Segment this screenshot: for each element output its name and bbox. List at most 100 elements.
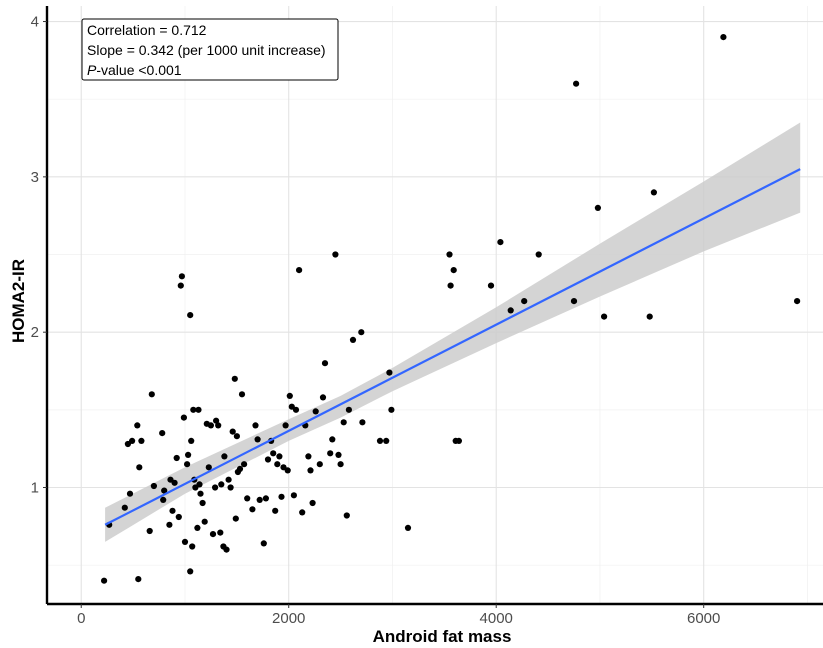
data-point [239, 391, 245, 397]
data-point [210, 531, 216, 537]
data-point [195, 407, 201, 413]
data-point [127, 491, 133, 497]
data-point [305, 453, 311, 459]
data-point [338, 461, 344, 467]
data-point [184, 461, 190, 467]
data-point [149, 391, 155, 397]
data-point [287, 393, 293, 399]
data-point [322, 360, 328, 366]
y-tick-label: 1 [31, 480, 39, 497]
data-point [571, 298, 577, 304]
data-point [187, 568, 193, 574]
data-point [456, 438, 462, 444]
data-point [179, 273, 185, 279]
y-tick-label: 2 [31, 324, 39, 341]
data-point [601, 314, 607, 320]
data-point [335, 452, 341, 458]
data-point [313, 408, 319, 414]
data-point [344, 512, 350, 518]
data-point [138, 438, 144, 444]
x-axis-title: Android fat mass [373, 627, 512, 646]
annotation-box: Correlation = 0.712 Slope = 0.342 (per 1… [82, 19, 338, 80]
data-point [234, 433, 240, 439]
data-point [122, 505, 128, 511]
x-tick-label: 2000 [272, 610, 305, 627]
data-point [293, 407, 299, 413]
data-point [332, 251, 338, 257]
data-point [215, 422, 221, 428]
data-point [166, 522, 172, 528]
data-point [169, 508, 175, 514]
data-point [386, 370, 392, 376]
data-point [237, 466, 243, 472]
data-point [647, 314, 653, 320]
data-point [488, 283, 494, 289]
data-point [202, 519, 208, 525]
data-point [358, 329, 364, 335]
data-point [446, 251, 452, 257]
data-point [405, 525, 411, 531]
data-point [265, 456, 271, 462]
data-point [136, 464, 142, 470]
data-point [383, 438, 389, 444]
data-point [212, 484, 218, 490]
data-point [228, 484, 234, 490]
data-point [189, 543, 195, 549]
data-point [720, 34, 726, 40]
data-point [573, 81, 579, 87]
data-point [359, 419, 365, 425]
data-point [296, 267, 302, 273]
data-point [252, 422, 258, 428]
data-point [274, 461, 280, 467]
data-point [174, 455, 180, 461]
data-point [257, 497, 263, 503]
x-tick-label: 0 [77, 610, 85, 627]
y-axis-title: HOMA2-IR [9, 259, 28, 343]
data-point [377, 438, 383, 444]
data-point [346, 407, 352, 413]
data-point [350, 337, 356, 343]
data-point [299, 509, 305, 515]
data-point [160, 497, 166, 503]
data-point [194, 525, 200, 531]
data-point [341, 419, 347, 425]
annotation-correlation: Correlation = 0.712 [87, 22, 207, 38]
data-point [223, 547, 229, 553]
data-point [172, 480, 178, 486]
data-point [230, 429, 236, 435]
data-point [244, 495, 250, 501]
data-point [185, 452, 191, 458]
data-point [255, 436, 261, 442]
data-point [217, 530, 223, 536]
data-point [388, 407, 394, 413]
data-point [320, 394, 326, 400]
annotation-pvalue: P-value <0.001 [87, 62, 182, 78]
data-point [233, 516, 239, 522]
data-point [182, 539, 188, 545]
data-point [595, 205, 601, 211]
y-tick-label: 4 [31, 14, 39, 31]
data-point [521, 298, 527, 304]
data-point [451, 267, 457, 273]
data-point [291, 492, 297, 498]
data-point [178, 283, 184, 289]
annotation-slope: Slope = 0.342 (per 1000 unit increase) [87, 42, 326, 58]
data-point [101, 578, 107, 584]
data-point [536, 251, 542, 257]
data-point [272, 508, 278, 514]
data-point [794, 298, 800, 304]
annotation-pvalue-rest: -value <0.001 [96, 62, 181, 78]
data-point [147, 528, 153, 534]
data-point [176, 514, 182, 520]
data-point [278, 494, 284, 500]
x-tick-label: 4000 [480, 610, 513, 627]
data-point [221, 453, 227, 459]
data-point [134, 422, 140, 428]
data-point [151, 483, 157, 489]
data-point [310, 500, 316, 506]
data-point [327, 450, 333, 456]
data-point [159, 430, 165, 436]
data-point [261, 540, 267, 546]
